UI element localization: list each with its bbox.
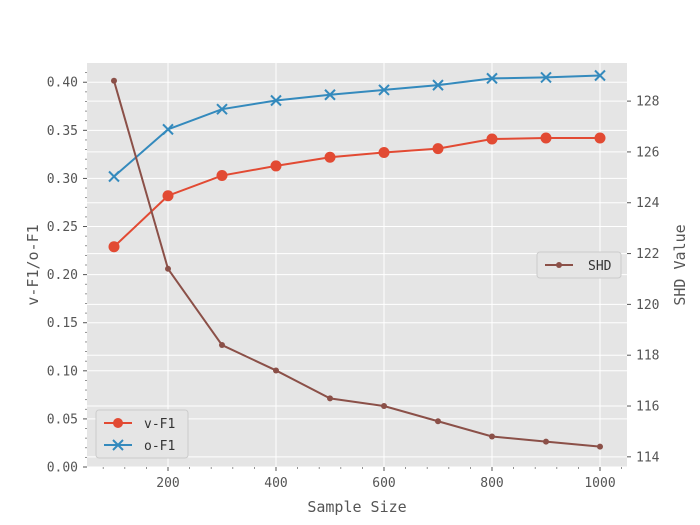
right-axis-title: SHD Value bbox=[671, 224, 689, 305]
y-right-tick-label: 124 bbox=[636, 196, 660, 211]
data-point-shd bbox=[219, 342, 225, 349]
data-point-v-f1 bbox=[216, 170, 228, 182]
data-point-shd bbox=[165, 265, 171, 272]
y-left-tick-label: 0.25 bbox=[47, 220, 78, 235]
y-left-tick-label: 0.05 bbox=[47, 412, 78, 427]
y-left-tick-label: 0.20 bbox=[47, 268, 78, 283]
data-point-v-f1 bbox=[270, 160, 282, 172]
data-point-v-f1 bbox=[594, 132, 606, 144]
data-point-o-f1 bbox=[378, 84, 390, 96]
data-point-v-f1 bbox=[324, 151, 336, 163]
data-point-shd bbox=[435, 418, 441, 425]
y-right-tick-label: 128 bbox=[636, 95, 659, 110]
data-point-v-f1 bbox=[162, 190, 174, 202]
y-left-tick-label: 0.00 bbox=[47, 461, 78, 476]
data-point-shd bbox=[111, 77, 117, 84]
y-right-tick-label: 126 bbox=[636, 145, 659, 160]
legend-f1: v-F1 o-F1 bbox=[95, 409, 189, 459]
data-point-o-f1 bbox=[108, 170, 120, 183]
y-left-tick-label: 0.35 bbox=[47, 124, 78, 139]
x-tick-label: 1000 bbox=[584, 476, 615, 491]
y-right-tick-label: 116 bbox=[636, 400, 659, 415]
data-point-o-f1 bbox=[270, 94, 282, 107]
right-axis: 114 116 118 120 122 124 126 128 bbox=[627, 95, 660, 465]
x-tick-label: 600 bbox=[372, 476, 395, 491]
y-left-tick-label: 0.40 bbox=[47, 76, 78, 91]
series-line-o-f1 bbox=[113, 74, 601, 178]
data-point-o-f1 bbox=[162, 123, 174, 136]
x-axis: 200 400 600 800 1000 bbox=[102, 467, 622, 491]
y-right-tick-label: 122 bbox=[636, 247, 659, 262]
data-point-o-f1 bbox=[540, 71, 552, 84]
legend-o-f1-label: o-F1 bbox=[144, 439, 175, 454]
data-point-o-f1 bbox=[216, 103, 228, 115]
legend-shd: SHD bbox=[536, 251, 622, 279]
legend-shd-marker bbox=[556, 262, 562, 268]
x-tick-label: 800 bbox=[480, 476, 503, 491]
series bbox=[108, 69, 606, 450]
data-point-shd bbox=[489, 433, 495, 440]
data-point-shd bbox=[381, 403, 387, 410]
x-tick-label: 200 bbox=[156, 476, 179, 491]
data-point-shd bbox=[543, 438, 549, 445]
data-point-o-f1 bbox=[324, 89, 336, 101]
data-point-v-f1 bbox=[108, 241, 120, 253]
y-right-tick-label: 114 bbox=[636, 450, 660, 465]
x-tick-label: 400 bbox=[264, 476, 287, 491]
legend-o-f1-marker bbox=[112, 439, 124, 451]
series-line-v-f1 bbox=[113, 137, 600, 248]
legend-shd-box bbox=[536, 251, 622, 279]
y-left-tick-label: 0.15 bbox=[47, 316, 78, 331]
legend-v-f1-marker bbox=[113, 418, 123, 428]
y-left-tick-label: 0.30 bbox=[47, 172, 78, 187]
left-axis-title: v-F1/o-F1 bbox=[24, 224, 42, 305]
data-point-o-f1 bbox=[432, 79, 444, 91]
x-axis-title: Sample Size bbox=[307, 498, 406, 516]
data-point-shd bbox=[327, 395, 333, 402]
data-point-v-f1 bbox=[540, 132, 552, 144]
data-point-shd bbox=[597, 443, 603, 450]
y-right-tick-label: 118 bbox=[636, 349, 659, 364]
data-point-v-f1 bbox=[378, 146, 390, 158]
data-point-v-f1 bbox=[432, 143, 444, 155]
legend-v-f1-label: v-F1 bbox=[144, 417, 175, 432]
left-axis: 0.00 0.05 0.10 0.15 0.20 0.25 0.30 0.35 0.40 bbox=[47, 72, 87, 476]
legend-shd-label: SHD bbox=[588, 259, 612, 274]
y-left-tick-label: 0.10 bbox=[47, 364, 78, 379]
data-point-shd bbox=[273, 367, 279, 374]
data-point-o-f1 bbox=[486, 72, 498, 85]
y-right-tick-label: 120 bbox=[636, 298, 659, 313]
data-point-o-f1 bbox=[594, 69, 606, 82]
data-point-v-f1 bbox=[486, 133, 498, 145]
series-line-shd bbox=[113, 80, 601, 448]
